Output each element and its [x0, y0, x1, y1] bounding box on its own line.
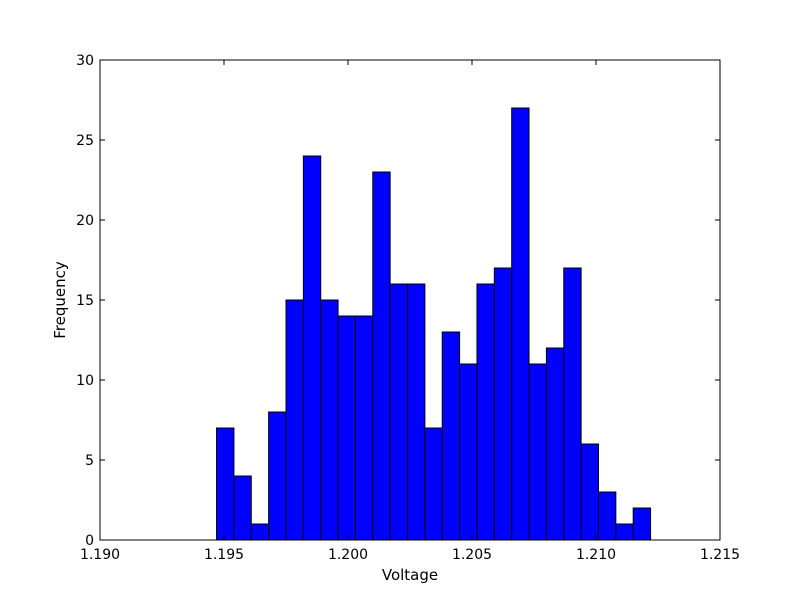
x-tick-label: 1.195 [204, 547, 244, 563]
ticks-group: 1.190 1.195 1.200 1.205 1.210 1.215 0 5 10 15 20 25… [76, 53, 740, 563]
x-tick-label: 1.205 [452, 547, 492, 563]
bars-group [216, 107, 652, 541]
histogram-bar [615, 523, 634, 541]
histogram-bar [528, 363, 547, 541]
histogram-bar [441, 331, 461, 541]
histogram-bar [597, 491, 617, 541]
x-tick-label: 1.210 [576, 547, 616, 563]
x-tick-label: 1.215 [700, 547, 740, 563]
y-tick-label: 5 [85, 453, 94, 469]
histogram-bar [407, 283, 426, 541]
histogram-bar [476, 283, 495, 541]
histogram-bar [632, 507, 652, 541]
y-tick-label: 10 [76, 373, 94, 389]
histogram-bar [233, 475, 252, 541]
histogram-bar [250, 523, 270, 541]
y-axis-label: Frequency [51, 261, 69, 339]
histogram-bar [354, 315, 374, 541]
histogram-bar [580, 443, 599, 541]
histogram-bar [216, 427, 235, 541]
histogram-bar [459, 363, 478, 541]
y-tick-label: 20 [76, 213, 94, 229]
x-axis-label: Voltage [382, 566, 438, 584]
histogram-bar [424, 427, 443, 541]
histogram-bar [563, 267, 582, 541]
histogram-bar [545, 347, 565, 541]
y-tick-label: 30 [76, 53, 94, 69]
histogram-bar [302, 155, 322, 541]
histogram-bar [337, 315, 356, 541]
histogram-bar [511, 107, 530, 541]
y-tick-label: 15 [76, 293, 94, 309]
x-tick-label: 1.190 [80, 547, 120, 563]
y-tick-label: 0 [85, 533, 94, 549]
y-tick-label: 25 [76, 133, 94, 149]
x-tick-label: 1.200 [328, 547, 368, 563]
histogram-bar [389, 283, 409, 541]
histogram-bar [493, 267, 513, 541]
histogram-bar [268, 411, 287, 541]
histogram-bar [372, 171, 391, 541]
histogram-bar [285, 299, 304, 541]
histogram-bar [320, 299, 339, 541]
